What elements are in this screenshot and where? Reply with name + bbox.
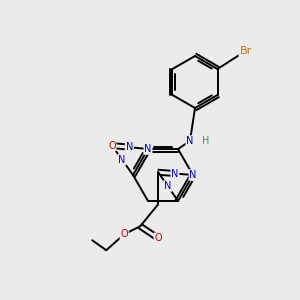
Text: N: N [171, 169, 178, 178]
Text: N: N [164, 181, 171, 191]
Text: N: N [186, 136, 194, 146]
Text: O: O [154, 233, 162, 243]
Text: N: N [189, 170, 197, 180]
Text: H: H [202, 136, 210, 146]
Text: N: N [144, 144, 152, 154]
Text: O: O [120, 229, 128, 239]
Text: Br: Br [239, 46, 252, 56]
Text: O: O [108, 140, 116, 151]
Text: N: N [118, 155, 126, 165]
Text: N: N [126, 142, 133, 152]
